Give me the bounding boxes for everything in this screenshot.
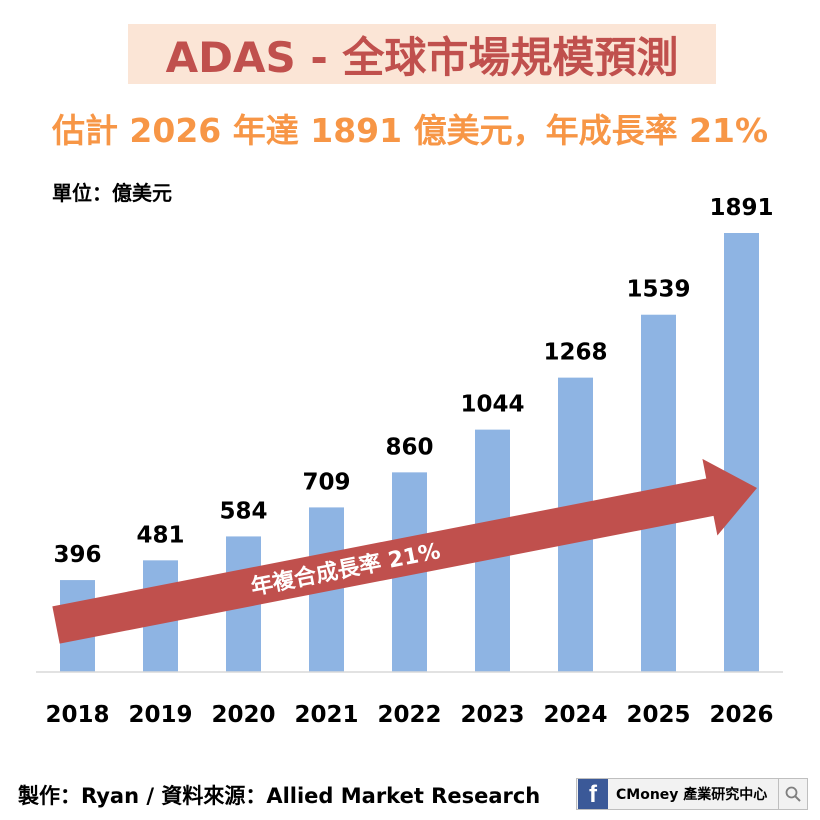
bar-2026 [724,233,759,672]
data-label-2024: 1268 [543,340,607,366]
data-label-2021: 709 [302,469,350,495]
growth-arrow [52,458,757,644]
data-label-2020: 584 [219,498,267,524]
x-tick-label-2024: 2024 [543,702,607,728]
data-label-2022: 860 [385,434,433,460]
x-tick-label-2023: 2023 [460,702,524,728]
x-tick-label-2019: 2019 [128,702,192,728]
brand-badge[interactable]: f CMoney 產業研究中心 [576,778,808,810]
unit-label: 單位：億美元 [52,181,172,205]
data-label-2023: 1044 [460,392,524,418]
x-tick-label-2018: 2018 [45,702,109,728]
x-tick-label-2022: 2022 [377,702,441,728]
data-label-2025: 1539 [626,277,690,303]
x-tick-label-2021: 2021 [294,702,358,728]
chart-title: ADAS - 全球市場規模預測 [165,32,679,82]
facebook-icon: f [578,779,608,809]
data-label-2026: 1891 [709,195,773,221]
x-tick-label-2025: 2025 [626,702,690,728]
search-icon[interactable] [778,779,807,809]
data-label-2018: 396 [53,542,101,568]
data-label-2019: 481 [136,522,184,548]
x-tick-label-2020: 2020 [211,702,275,728]
title-banner: ADAS - 全球市場規模預測 [128,24,716,84]
x-tick-label-2026: 2026 [709,702,773,728]
source-footer: 製作：Ryan / 資料來源：Allied Market Research [18,784,541,808]
brand-text: CMoney 產業研究中心 [616,787,768,803]
chart-subtitle: 估計 2026 年達 1891 億美元，年成長率 21% [51,111,769,150]
